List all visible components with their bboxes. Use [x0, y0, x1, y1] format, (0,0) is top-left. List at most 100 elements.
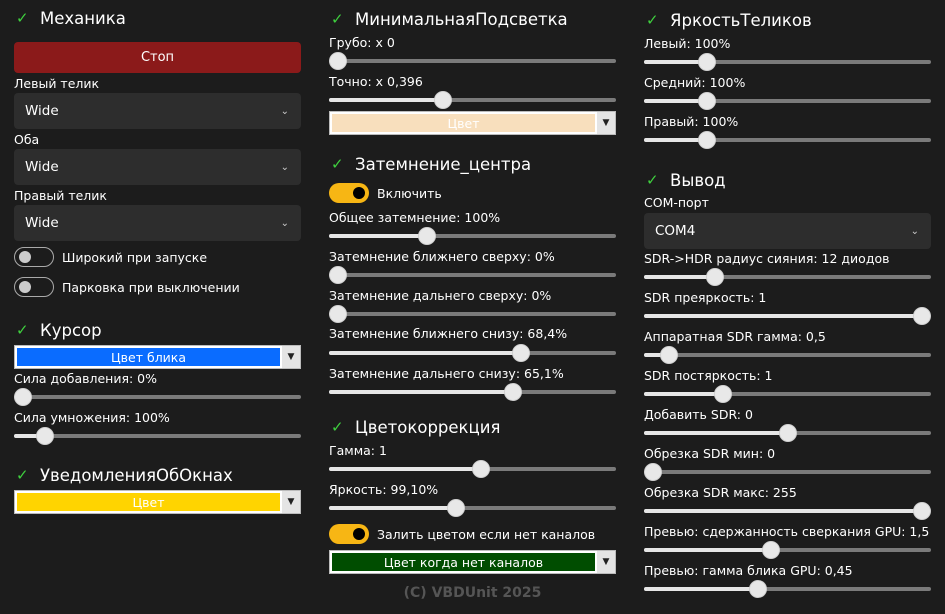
slider-track[interactable]	[644, 60, 931, 64]
slider[interactable]	[644, 92, 931, 110]
slider-thumb[interactable]	[503, 383, 522, 401]
color-swatch[interactable]: Цвет когда нет каналов	[330, 551, 597, 573]
slider-track[interactable]	[329, 273, 616, 277]
toggle[interactable]: Залить цветом если нет каналов	[329, 524, 616, 544]
dropdown[interactable]: Wide ⌄	[14, 149, 301, 185]
toggle[interactable]: Парковка при выключении	[14, 277, 301, 297]
slider-track[interactable]	[329, 506, 616, 510]
slider[interactable]	[644, 268, 931, 286]
section-heading[interactable]: ✓ ЯркостьТеликов	[644, 8, 931, 32]
slider[interactable]	[329, 460, 616, 478]
caret-down-icon[interactable]: ▼	[282, 346, 300, 368]
section-heading[interactable]: ✓ МинимальнаяПодсветка	[329, 7, 616, 31]
slider[interactable]	[329, 91, 616, 109]
slider[interactable]	[644, 580, 931, 598]
slider[interactable]	[644, 541, 931, 559]
dropdown[interactable]: COM4 ⌄	[644, 213, 931, 249]
color-swatch[interactable]: Цвет	[15, 491, 282, 513]
slider-thumb[interactable]	[644, 463, 662, 481]
slider[interactable]	[329, 305, 616, 323]
color-swatch[interactable]: Цвет блика	[15, 346, 282, 368]
slider-thumb[interactable]	[329, 266, 347, 284]
slider[interactable]	[329, 227, 616, 245]
slider[interactable]	[644, 131, 931, 149]
color-picker[interactable]: Цвет ▼	[329, 111, 616, 135]
slider[interactable]	[14, 388, 301, 406]
slider-thumb[interactable]	[778, 424, 797, 442]
slider[interactable]	[644, 463, 931, 481]
slider-track[interactable]	[329, 98, 616, 102]
slider-thumb[interactable]	[713, 385, 732, 403]
field-label: Затемнение дальнего снизу: 65,1%	[329, 366, 564, 381]
slider-thumb[interactable]	[697, 92, 716, 110]
slider[interactable]	[329, 344, 616, 362]
slider-track[interactable]	[644, 548, 931, 552]
dropdown[interactable]: Wide ⌄	[14, 205, 301, 241]
slider-thumb[interactable]	[471, 460, 490, 478]
section-heading[interactable]: ✓ Затемнение_центра	[329, 152, 616, 176]
slider-thumb[interactable]	[705, 268, 724, 286]
section-heading[interactable]: ✓ Вывод	[644, 168, 931, 192]
color-picker[interactable]: Цвет когда нет каналов ▼	[329, 550, 616, 574]
slider-track[interactable]	[329, 312, 616, 316]
slider-track[interactable]	[644, 99, 931, 103]
slider-thumb[interactable]	[35, 427, 54, 445]
toggle[interactable]: Включить	[329, 183, 616, 203]
slider[interactable]	[329, 383, 616, 401]
slider-track[interactable]	[644, 470, 931, 474]
section-heading[interactable]: ✓ УведомленияОбОкнах	[14, 463, 301, 487]
slider-thumb[interactable]	[417, 227, 436, 245]
slider-track[interactable]	[644, 138, 931, 142]
slider-track[interactable]	[644, 587, 931, 591]
caret-down-icon[interactable]: ▼	[597, 551, 615, 573]
toggle[interactable]: Широкий при запуске	[14, 247, 301, 267]
slider[interactable]	[644, 502, 931, 520]
color-picker[interactable]: Цвет ▼	[14, 490, 301, 514]
slider-thumb[interactable]	[762, 541, 781, 559]
slider-thumb[interactable]	[913, 502, 931, 520]
slider-track[interactable]	[14, 434, 301, 438]
field-label: Гамма: 1	[329, 443, 387, 458]
slider[interactable]	[14, 427, 301, 445]
dropdown[interactable]: Wide ⌄	[14, 93, 301, 129]
slider[interactable]	[644, 385, 931, 403]
field-label: Левый телик	[14, 76, 100, 91]
caret-down-icon[interactable]: ▼	[597, 112, 615, 134]
slider-track[interactable]	[644, 275, 931, 279]
slider[interactable]	[329, 266, 616, 284]
section-heading[interactable]: ✓ Механика	[14, 6, 301, 30]
stop-button[interactable]: Стоп	[14, 42, 301, 73]
toggle-switch[interactable]	[14, 247, 54, 267]
slider-track[interactable]	[329, 59, 616, 63]
slider-thumb[interactable]	[913, 307, 931, 325]
toggle-switch[interactable]	[329, 524, 369, 544]
slider-thumb[interactable]	[697, 53, 716, 71]
slider[interactable]	[329, 52, 616, 70]
slider[interactable]	[644, 346, 931, 364]
slider-thumb[interactable]	[329, 305, 347, 323]
slider[interactable]	[644, 53, 931, 71]
color-picker[interactable]: Цвет блика ▼	[14, 345, 301, 369]
slider-thumb[interactable]	[433, 91, 452, 109]
slider-track[interactable]	[644, 353, 931, 357]
slider-thumb[interactable]	[748, 580, 767, 598]
slider-thumb[interactable]	[14, 388, 32, 406]
slider[interactable]	[644, 424, 931, 442]
slider[interactable]	[644, 307, 931, 325]
toggle-switch[interactable]	[14, 277, 54, 297]
color-swatch[interactable]: Цвет	[330, 112, 597, 134]
toggle-switch[interactable]	[329, 183, 369, 203]
section-heading[interactable]: ✓ Курсор	[14, 318, 301, 342]
slider-track[interactable]	[329, 234, 616, 238]
check-icon: ✓	[331, 155, 344, 173]
slider-track[interactable]	[14, 395, 301, 399]
slider-thumb[interactable]	[329, 52, 347, 70]
slider-thumb[interactable]	[697, 131, 716, 149]
slider[interactable]	[329, 499, 616, 517]
slider-thumb[interactable]	[511, 344, 530, 362]
slider-track[interactable]	[644, 392, 931, 396]
section-heading[interactable]: ✓ Цветокоррекция	[329, 415, 616, 439]
slider-thumb[interactable]	[660, 346, 679, 364]
caret-down-icon[interactable]: ▼	[282, 491, 300, 513]
slider-thumb[interactable]	[447, 499, 466, 517]
